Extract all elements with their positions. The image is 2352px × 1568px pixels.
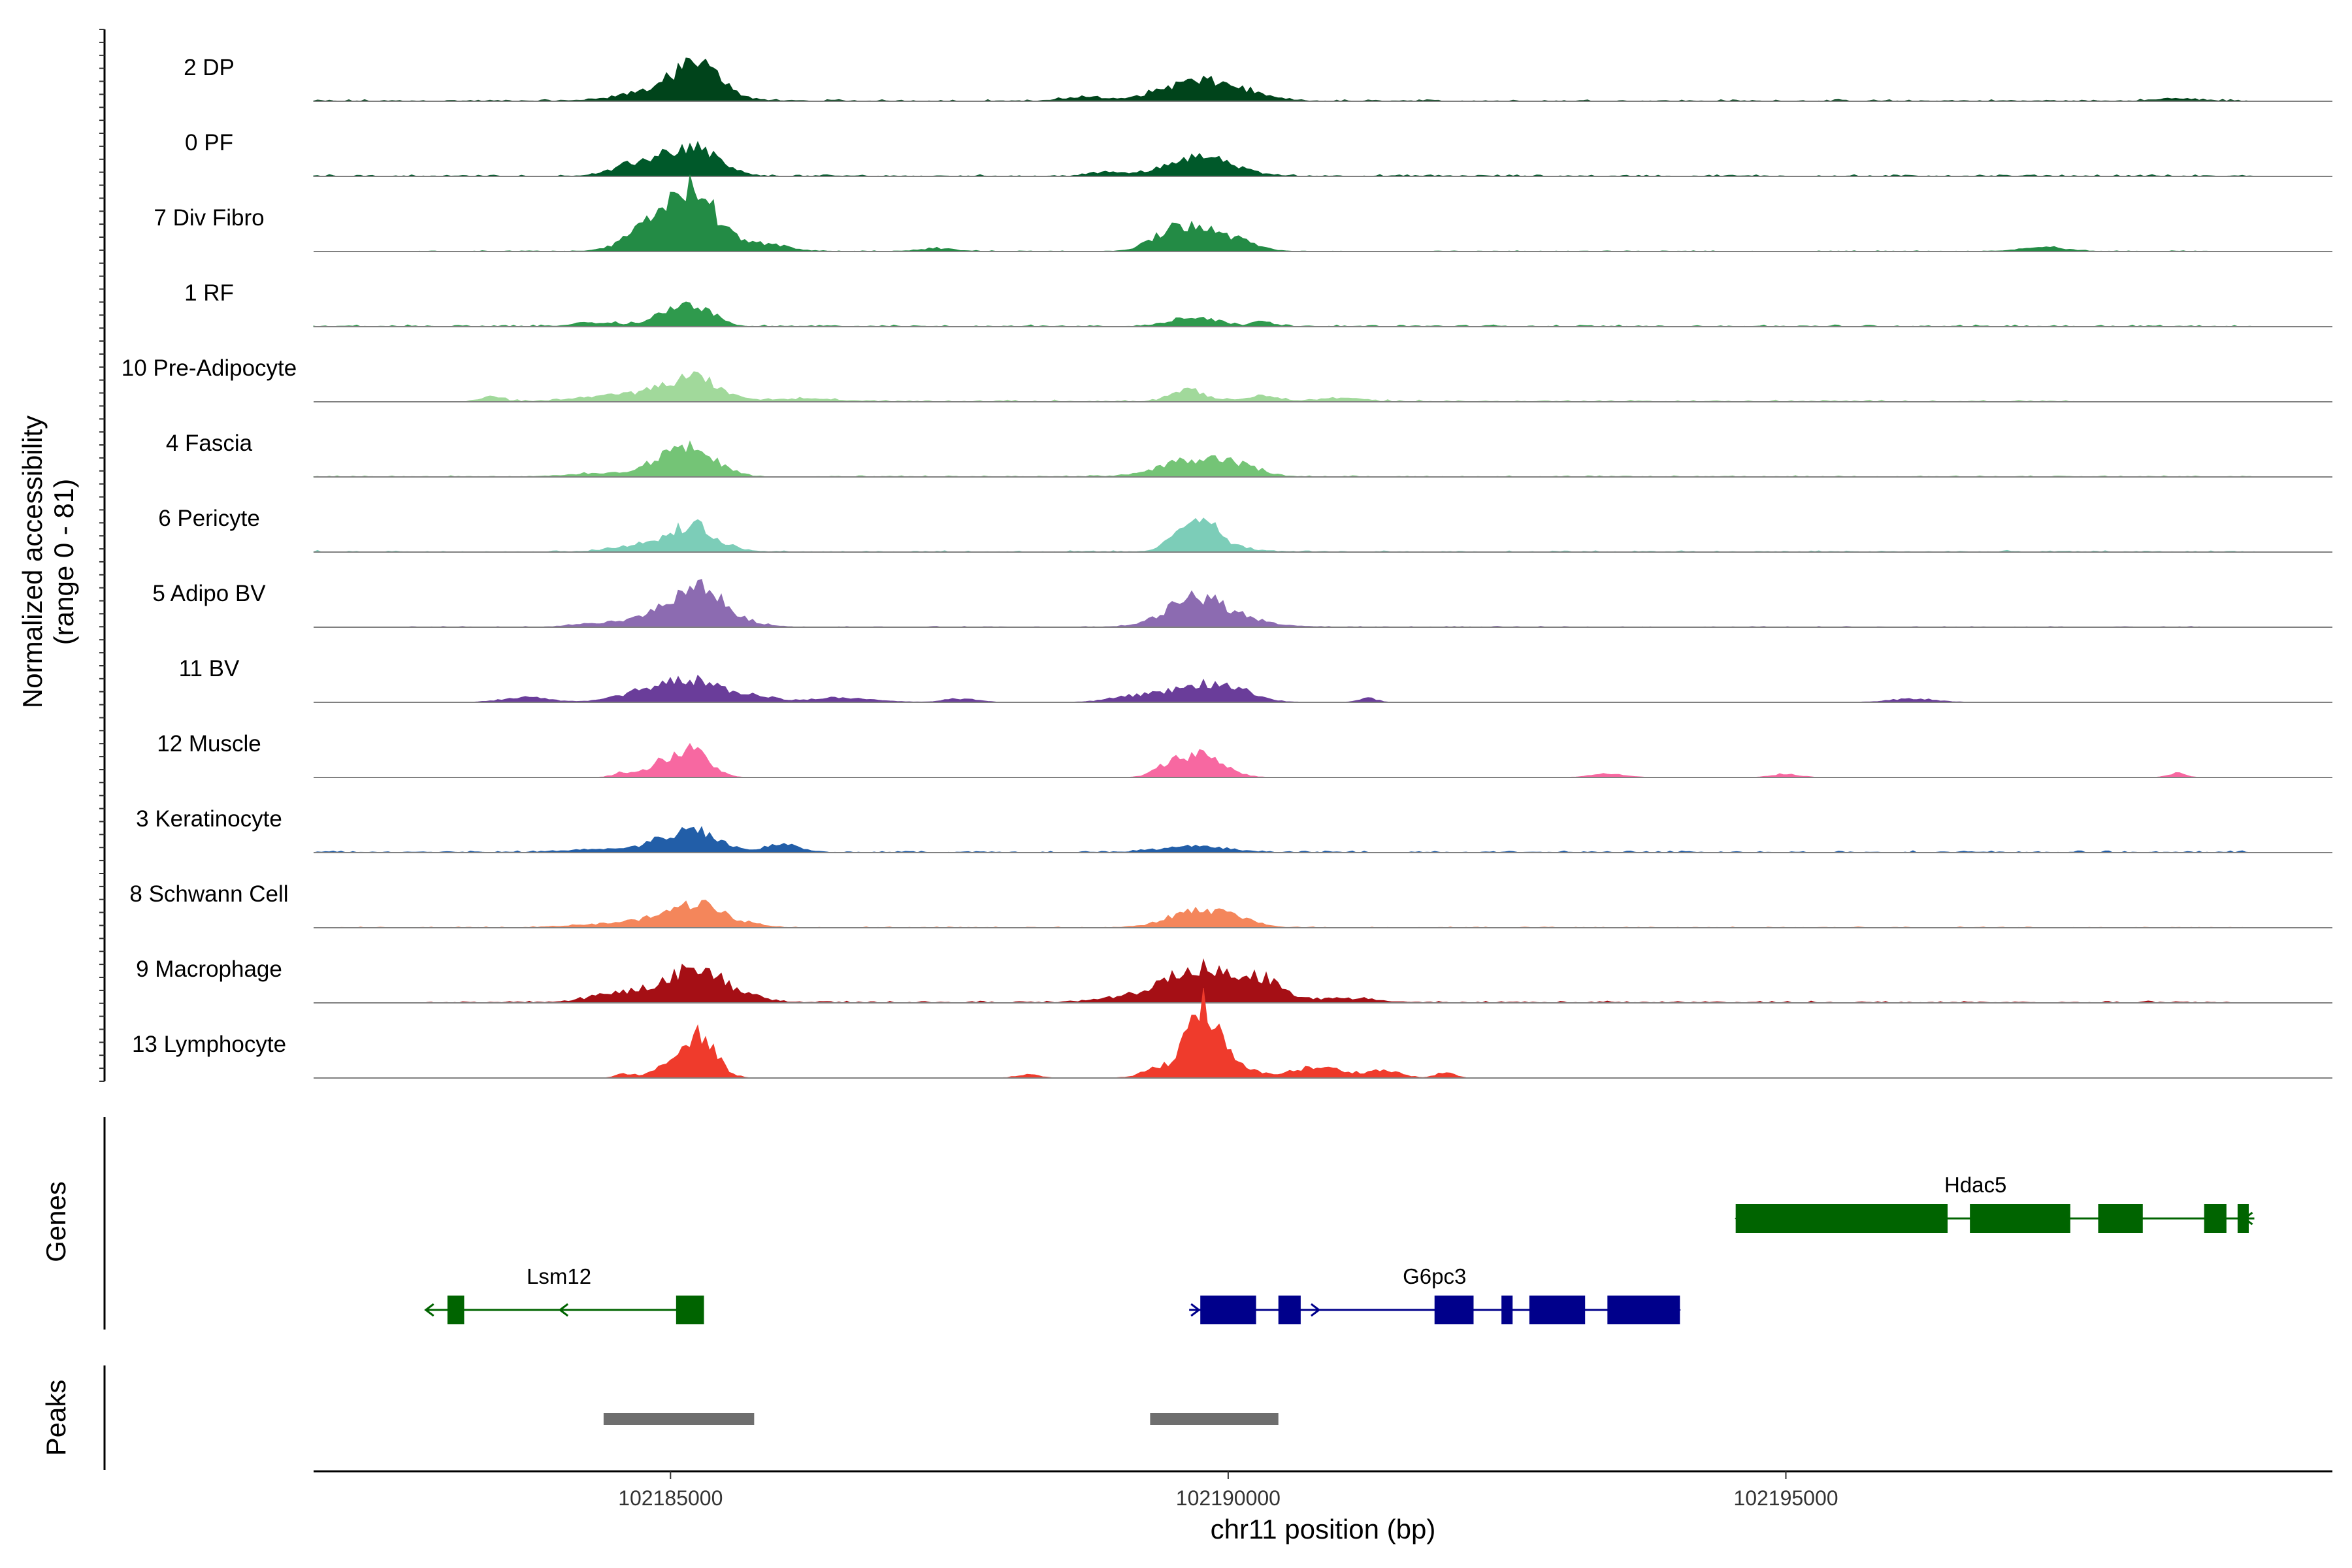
strand-arrow (558, 1303, 569, 1317)
gene-g6pc3: G6pc3 (1189, 1264, 1681, 1324)
coverage-area (313, 440, 2332, 478)
gene-hdac5: Hdac5 (1735, 1173, 2255, 1233)
coverage-area (314, 743, 2332, 778)
genes-panel: Lsm12 G6pc3 Hdac5 (424, 1173, 2255, 1324)
axes: 102185000 102190000 102195000 (99, 29, 2332, 1510)
track-label: 11 BV (179, 656, 240, 681)
exon (2237, 1204, 2249, 1233)
exon (1200, 1296, 1256, 1324)
coverage-tracks: 2 DP 0 PF 7 Div Fibro 1 RF 10 Pre-Adipocyte 4… (122, 55, 2332, 1079)
track-label: 8 Schwann Cell (129, 881, 288, 907)
track-label: 0 PF (185, 130, 233, 155)
track-3-keratinocyte: 3 Keratinocyte (136, 806, 2332, 853)
exon (1501, 1296, 1513, 1324)
track-label: 6 Pericyte (158, 506, 260, 531)
peaks-panel (603, 1413, 1279, 1425)
track-10-pre-adipocyte: 10 Pre-Adipocyte (122, 355, 2332, 402)
track-5-adipo-bv: 5 Adipo BV (152, 579, 2332, 628)
peak-region (603, 1413, 755, 1425)
track-label: 3 Keratinocyte (136, 806, 282, 832)
x-tick-label: 102195000 (1733, 1486, 1838, 1510)
track-label: 1 RF (184, 280, 234, 306)
track-9-macrophage: 9 Macrophage (136, 956, 2332, 1004)
exon (1434, 1296, 1474, 1324)
exon (2204, 1204, 2227, 1233)
coverage-area (313, 301, 2332, 327)
gene-lsm12: Lsm12 (424, 1264, 704, 1324)
track-label: 5 Adipo BV (152, 581, 266, 606)
genes-panel-label: Genes (41, 1181, 71, 1262)
coverage-area (313, 140, 2332, 177)
track-2-dp: 2 DP (184, 55, 2332, 102)
coverage-area (314, 900, 2332, 928)
gene-label: Hdac5 (1944, 1173, 2006, 1197)
gene-label: G6pc3 (1403, 1264, 1466, 1288)
peaks-panel-label: Peaks (41, 1380, 71, 1456)
coverage-area (313, 517, 2332, 553)
exon (2098, 1204, 2143, 1233)
track-label: 2 DP (184, 55, 235, 80)
coverage-area (314, 674, 2332, 703)
track-label: 12 Muscle (157, 731, 261, 757)
x-tick-label: 102185000 (618, 1486, 723, 1510)
strand-arrow (1311, 1303, 1321, 1317)
y-axis-title-line1: Normalized accessibility (17, 416, 48, 708)
coverage-area (313, 826, 2332, 853)
coverage-area (314, 174, 2332, 252)
track-6-pericyte: 6 Pericyte (158, 506, 2332, 553)
exon (1607, 1296, 1680, 1324)
track-label: 9 Macrophage (136, 956, 282, 982)
exon (1735, 1204, 1948, 1233)
exon (1278, 1296, 1301, 1324)
peak-region (1150, 1413, 1279, 1425)
track-4-fascia: 4 Fascia (166, 431, 2332, 478)
exon (676, 1296, 704, 1324)
track-8-schwann-cell: 8 Schwann Cell (129, 881, 2332, 928)
track-label: 13 Lymphocyte (132, 1032, 286, 1057)
track-7-div-fibro: 7 Div Fibro (154, 174, 2332, 252)
track-11-bv: 11 BV (179, 656, 2332, 703)
track-label: 4 Fascia (166, 431, 253, 456)
exon (1970, 1204, 2070, 1233)
coverage-area (313, 57, 2332, 102)
exon (1529, 1296, 1586, 1324)
coverage-area (314, 579, 2332, 628)
track-label: 7 Div Fibro (154, 205, 264, 231)
x-axis-title: chr11 position (bp) (1211, 1514, 1436, 1544)
coverage-area (314, 958, 2332, 1004)
track-12-muscle: 12 Muscle (157, 731, 2332, 778)
strand-arrow (424, 1303, 434, 1317)
y-axis-title-line2: (range 0 - 81) (48, 479, 79, 645)
exon (447, 1296, 465, 1324)
strand-arrow (1190, 1303, 1201, 1317)
track-1-rf: 1 RF (184, 280, 2332, 327)
track-0-pf: 0 PF (185, 130, 2332, 177)
gene-label: Lsm12 (527, 1264, 591, 1288)
track-13-lymphocyte: 13 Lymphocyte (132, 988, 2332, 1079)
x-tick-label: 102190000 (1176, 1486, 1281, 1510)
coverage-area (314, 371, 2332, 402)
track-label: 10 Pre-Adipocyte (122, 355, 297, 381)
